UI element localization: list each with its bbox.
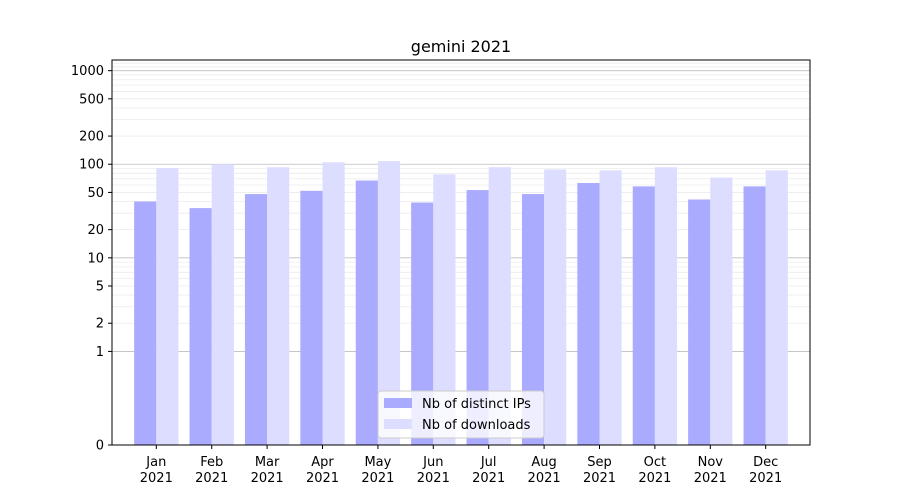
bar-downloads <box>377 161 401 445</box>
legend-swatch <box>384 419 412 429</box>
bar-downloads <box>654 167 678 446</box>
bar-downloads <box>433 174 456 445</box>
y-tick-label: 500 <box>79 92 104 107</box>
y-tick-label: 2 <box>96 317 104 332</box>
x-tick-label-month: Jan <box>145 455 166 470</box>
plot-frame <box>111 59 811 446</box>
x-tick-label-year: 2021 <box>361 471 394 486</box>
bar-downloads <box>488 167 511 446</box>
x-tick-label-month: Dec <box>753 455 778 470</box>
x-tick-label-year: 2021 <box>306 471 339 486</box>
x-tick-label-month: Sep <box>587 455 612 470</box>
y-tick-label: 5 <box>96 280 104 295</box>
x-tick-label-month: Jun <box>422 455 443 470</box>
bar-distinct-ips <box>189 208 212 445</box>
x-tick-label-year: 2021 <box>195 471 228 486</box>
x-tick-label-month: Aug <box>531 455 556 470</box>
y-axis: 0 1 2 5 10 20 50 100 200 500 1000 <box>71 64 112 454</box>
legend-swatch <box>384 398 412 408</box>
x-tick-label-month: May <box>364 455 391 470</box>
y-tick-label: 20 <box>87 223 104 238</box>
y-tick-label: 100 <box>79 158 104 173</box>
legend-box <box>377 390 545 439</box>
bar-distinct-ips <box>577 183 600 446</box>
x-tick-label-month: Jul <box>480 455 497 470</box>
bar-distinct-ips <box>355 180 378 446</box>
x-tick-label-year: 2021 <box>251 471 284 486</box>
legend: Nb of distinct IPs Nb of downloads <box>377 390 545 439</box>
x-tick-label-year: 2021 <box>140 471 173 486</box>
bars <box>134 161 788 446</box>
y-tick-label: 200 <box>79 130 104 145</box>
x-tick-label-year: 2021 <box>583 471 616 486</box>
x-tick-label-month: Apr <box>311 455 334 470</box>
y-tick-label: 50 <box>87 186 104 201</box>
x-tick-label-year: 2021 <box>638 471 671 486</box>
bar-downloads <box>765 170 788 445</box>
bar-distinct-ips <box>134 201 157 445</box>
bar-distinct-ips <box>743 186 766 445</box>
bar-distinct-ips <box>466 190 489 445</box>
y-tick-label: 1000 <box>71 64 104 79</box>
x-tick-label-month: Feb <box>200 455 223 470</box>
y-tick-label: 10 <box>87 251 104 266</box>
x-tick-label-month: Oct <box>644 455 666 470</box>
y-tick-label: 0 <box>96 439 104 454</box>
bar-downloads <box>322 162 345 446</box>
bar-distinct-ips <box>521 194 545 445</box>
bar-distinct-ips <box>244 194 268 445</box>
bar-distinct-ips <box>411 202 434 445</box>
y-tick-label: 1 <box>96 345 104 360</box>
bar-downloads <box>211 164 234 445</box>
legend-label: Nb of downloads <box>422 418 531 433</box>
bar-distinct-ips <box>688 199 711 445</box>
x-tick-label-year: 2021 <box>528 471 561 486</box>
bar-downloads <box>267 167 290 446</box>
chart-title: gemini 2021 <box>411 37 511 56</box>
bar-distinct-ips <box>632 186 655 445</box>
bar-downloads <box>156 168 179 445</box>
x-tick-label-month: Nov <box>698 455 724 470</box>
x-axis: Jan2021Feb2021Mar2021Apr2021May2021Jun20… <box>140 445 782 486</box>
bar-downloads <box>710 177 733 446</box>
bar-distinct-ips <box>300 190 323 445</box>
x-tick-label-year: 2021 <box>417 471 450 486</box>
legend-label: Nb of distinct IPs <box>422 397 531 412</box>
x-tick-label-month: Mar <box>255 455 280 470</box>
x-tick-label-year: 2021 <box>472 471 505 486</box>
x-tick-label-year: 2021 <box>694 471 727 486</box>
bar-downloads <box>599 170 622 445</box>
bar-downloads <box>544 169 567 446</box>
x-tick-label-year: 2021 <box>749 471 782 486</box>
